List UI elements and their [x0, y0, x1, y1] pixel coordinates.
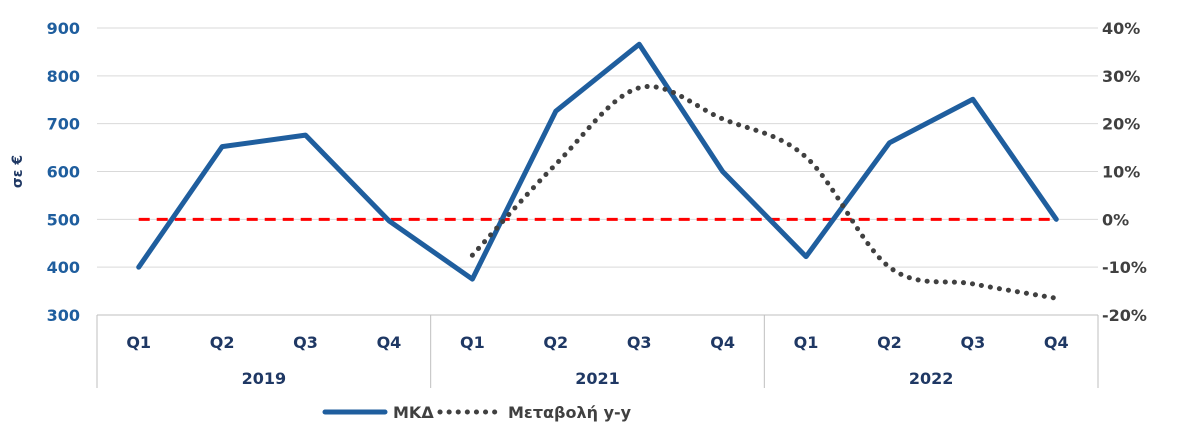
series-layer — [136, 41, 1059, 301]
legend-label-1: Μεταβολή y-y — [508, 403, 632, 422]
y-tick-label: 500 — [47, 210, 80, 229]
x-tick-label: Q4 — [710, 333, 735, 352]
y-axis-title: σε € — [10, 155, 26, 188]
x-tick-label: Q4 — [377, 333, 402, 352]
label-layer: 300 -20% 400 -10% 500 0% 600 10% 700 20% 800 30% 900… — [10, 19, 1147, 388]
x-tick-label: Q3 — [961, 333, 986, 352]
y2-tick-label: 40% — [1102, 19, 1140, 38]
series-line-0 — [136, 41, 1059, 282]
x-tick-label: Q1 — [460, 333, 485, 352]
y-tick-label: 700 — [47, 115, 80, 134]
y2-tick-label: 10% — [1102, 163, 1140, 182]
y2-tick-label: 20% — [1102, 115, 1140, 134]
legend-label-0: ΜΚΔ — [393, 403, 434, 422]
y-tick-label: 800 — [47, 67, 80, 86]
x-tick-label: Q2 — [543, 333, 568, 352]
y-tick-label: 300 — [47, 306, 80, 325]
x-tick-label: Q2 — [210, 333, 235, 352]
x-tick-label: Q1 — [794, 333, 819, 352]
x-tick-label: Q3 — [293, 333, 318, 352]
y2-tick-label: -10% — [1102, 258, 1147, 277]
grid-layer — [97, 27, 1098, 316]
y-tick-label: 400 — [47, 258, 80, 277]
y-tick-label: 900 — [47, 19, 80, 38]
x-tick-label: Q2 — [877, 333, 902, 352]
legend: ΜΚΔ Μεταβολή y-y — [322, 403, 632, 422]
x-group-label: 2021 — [575, 369, 620, 388]
x-group-label: 2022 — [909, 369, 954, 388]
series-line-1 — [469, 84, 1059, 301]
axis-layer — [96, 314, 1099, 388]
y2-tick-label: 0% — [1102, 210, 1129, 229]
x-group-label: 2019 — [242, 369, 287, 388]
y-tick-label: 600 — [47, 163, 80, 182]
x-tick-label: Q4 — [1044, 333, 1069, 352]
y2-tick-label: 30% — [1102, 67, 1140, 86]
x-tick-label: Q1 — [126, 333, 151, 352]
x-tick-label: Q3 — [627, 333, 652, 352]
y2-tick-label: -20% — [1102, 306, 1147, 325]
